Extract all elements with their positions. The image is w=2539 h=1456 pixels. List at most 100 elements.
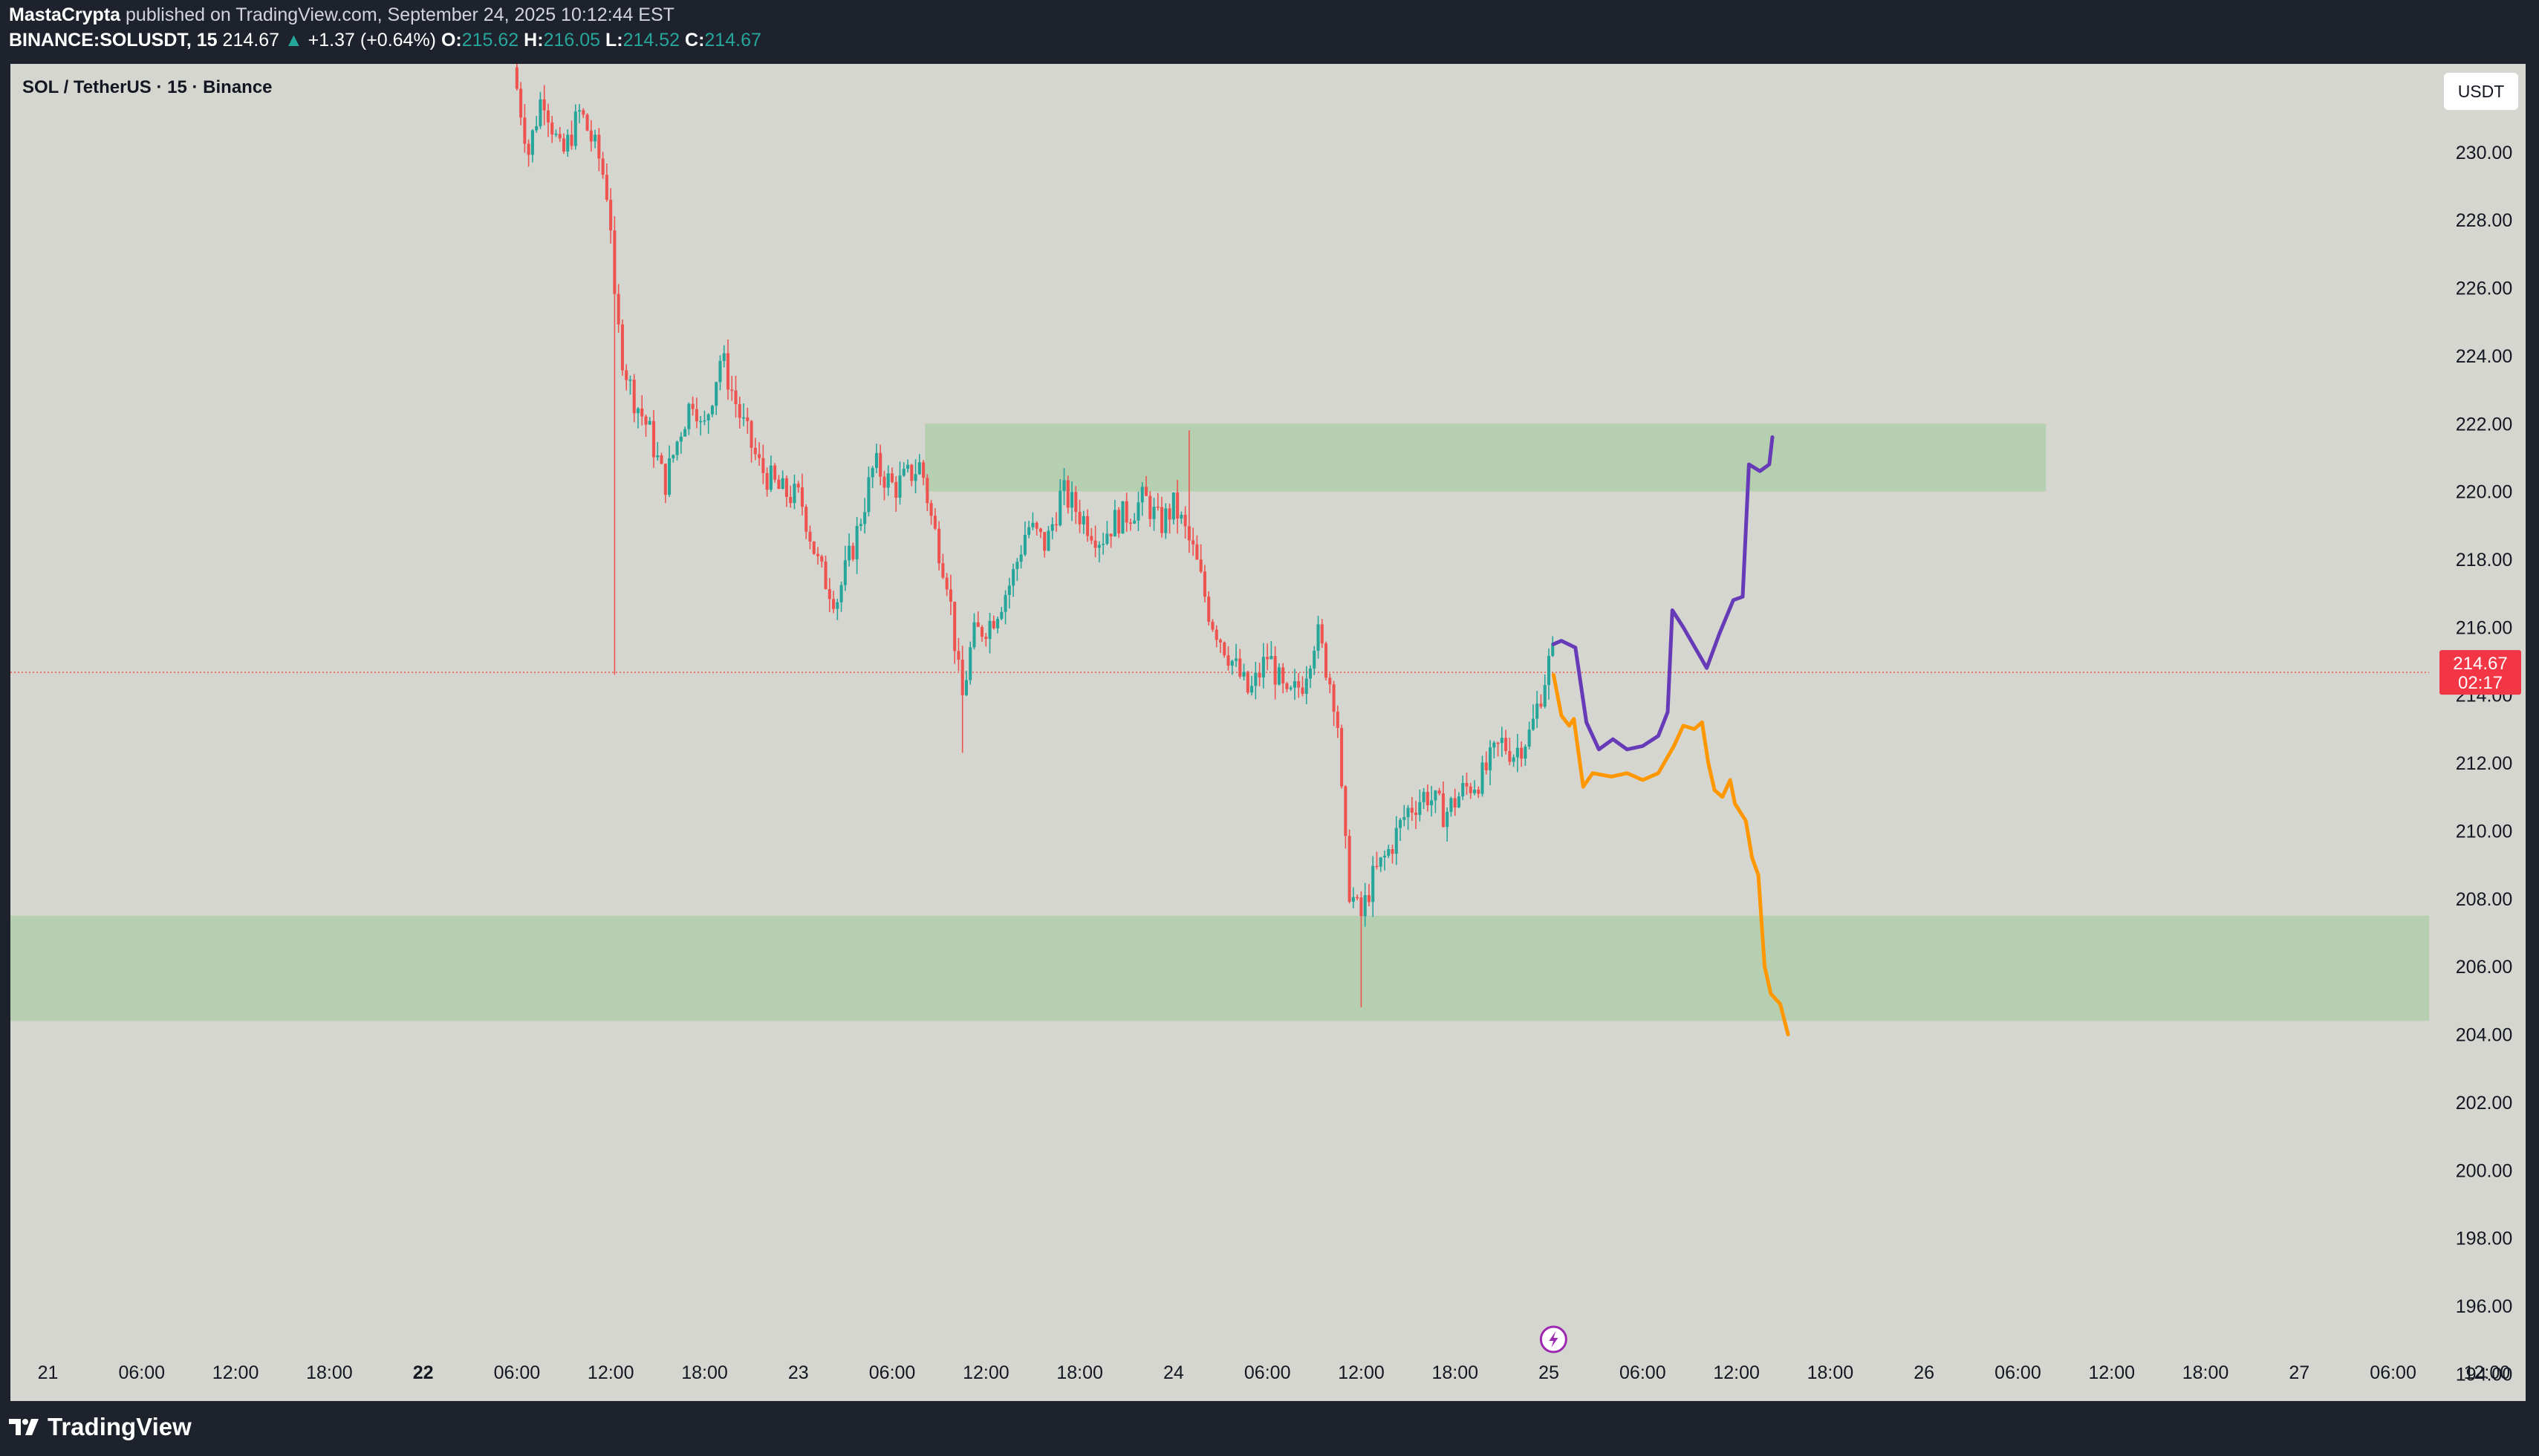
candle-body: [1281, 667, 1285, 683]
candle-body: [1418, 802, 1422, 816]
candle-body: [1148, 495, 1152, 519]
candle-body: [1461, 783, 1465, 797]
candle-body: [1070, 492, 1074, 508]
candle-body: [1059, 490, 1062, 526]
x-axis-tick-label: 26: [1914, 1362, 1934, 1383]
candle-body: [848, 545, 851, 561]
candle-body: [789, 497, 793, 504]
candle-body: [882, 476, 886, 488]
candle-body: [589, 130, 593, 142]
candle-body: [769, 465, 773, 490]
x-axis-tick-label: 12:00: [212, 1362, 259, 1383]
candle-body: [687, 403, 691, 429]
candle-body: [1422, 792, 1425, 802]
candle-body: [1128, 522, 1132, 524]
candle-body: [1090, 536, 1093, 541]
open-label: O:: [440, 30, 462, 51]
symbol-label: BINANCE:SOLUSDT, 15: [9, 30, 218, 51]
candle-body: [683, 429, 687, 437]
candle-body: [1038, 528, 1042, 533]
candle-body: [722, 353, 726, 361]
candle-body: [1027, 527, 1031, 535]
candle-body: [1531, 718, 1535, 730]
candle-body: [1391, 849, 1394, 854]
candle-body: [917, 462, 921, 475]
y-axis-tick-label: 202.00: [2456, 1093, 2512, 1114]
bearish-projection-path[interactable]: [1551, 672, 1790, 1037]
candle-body: [1437, 790, 1441, 794]
candle-body: [1297, 680, 1301, 688]
candle-body: [558, 134, 562, 139]
candle-body: [1434, 790, 1437, 801]
candle-body: [1520, 747, 1524, 759]
candle-body: [1551, 643, 1555, 656]
candle-body: [530, 130, 534, 155]
candle-body: [1313, 650, 1316, 669]
candle-body: [992, 620, 995, 628]
candle-body: [1183, 514, 1187, 527]
candle-body: [960, 659, 964, 695]
candle-body: [820, 556, 824, 562]
publish-text: published on TradingView.com, September …: [126, 4, 674, 25]
candle-body: [765, 472, 769, 490]
candle-body: [1344, 786, 1347, 836]
last-price: 214.67: [222, 30, 280, 51]
x-axis-tick-label: 06:00: [1995, 1362, 2041, 1383]
candle-body: [1356, 897, 1359, 899]
candle-body: [1156, 507, 1160, 508]
candle-body: [1425, 792, 1429, 805]
y-axis-tick-label: 194.00: [2456, 1364, 2512, 1385]
low-value: 214.52: [622, 30, 680, 51]
zone-rectangle-1[interactable]: [925, 423, 2047, 492]
candle-body: [1164, 508, 1168, 533]
x-axis-tick-label: 12:00: [1713, 1362, 1760, 1383]
candle-body: [800, 487, 804, 507]
candle-body: [1062, 480, 1066, 491]
candle-body: [812, 541, 816, 554]
currency-button[interactable]: USDT: [2444, 73, 2518, 110]
candle-body: [1402, 817, 1406, 820]
candle-body: [656, 455, 660, 458]
candle-body: [863, 512, 867, 524]
author-name[interactable]: MastaCrypta: [9, 4, 121, 25]
candle-body: [1371, 865, 1375, 903]
candle-body: [1019, 554, 1023, 562]
candle-body: [625, 370, 628, 380]
candle-body: [1105, 533, 1109, 545]
candle-body: [1047, 530, 1050, 551]
candle-body: [758, 454, 761, 458]
candle-body: [582, 110, 585, 115]
candle-body: [1489, 747, 1492, 770]
x-axis-tick-label: 12:00: [2464, 1362, 2511, 1383]
candle-body: [839, 585, 843, 602]
zone-rectangle-2[interactable]: [10, 915, 2429, 1021]
candle-body: [1304, 678, 1308, 695]
candle-body: [1238, 658, 1242, 677]
y-axis-tick-label: 216.00: [2456, 617, 2512, 638]
candle-body: [703, 420, 706, 422]
candle-body: [1176, 492, 1180, 519]
candle-body: [1261, 657, 1265, 678]
candle-body: [1203, 571, 1206, 597]
candle-body: [542, 99, 546, 111]
candle-body: [651, 420, 656, 458]
candle-body: [1477, 790, 1480, 794]
candle-body: [773, 465, 777, 480]
candle-body: [1492, 742, 1496, 748]
x-axis-tick-label: 12:00: [2088, 1362, 2135, 1383]
bullish-projection-path[interactable]: [1551, 435, 1775, 752]
candle-body: [1121, 501, 1125, 534]
candle-body: [679, 436, 683, 442]
tradingview-logo[interactable]: TradingView: [9, 1413, 192, 1441]
lightning-bolt: [1549, 1331, 1558, 1348]
price-chart[interactable]: 230.00 228.00 226.00 224.00 222.00 220.00 218.…: [10, 64, 2526, 1401]
candle-body: [937, 528, 941, 564]
candle-body: [1254, 672, 1258, 686]
candle-body: [1387, 849, 1391, 856]
candle-body: [1332, 684, 1336, 712]
x-axis-tick-label: 06:00: [869, 1362, 916, 1383]
candle-body: [523, 117, 527, 144]
chart-panel[interactable]: 230.00 228.00 226.00 224.00 222.00 220.00 218.…: [10, 64, 2526, 1401]
candle-body: [1031, 522, 1035, 527]
candle-body: [1441, 793, 1445, 828]
